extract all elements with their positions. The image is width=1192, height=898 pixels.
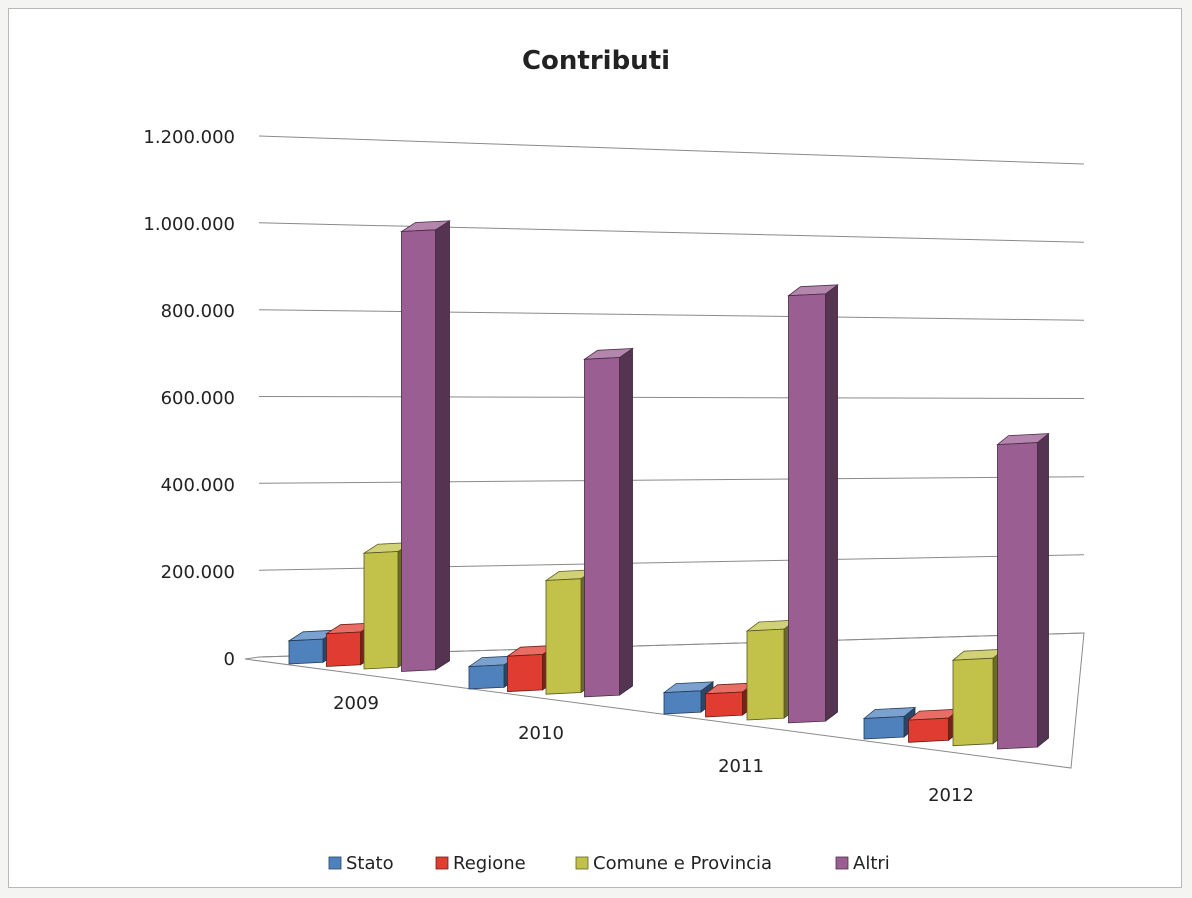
y-tick-label: 1.000.000 xyxy=(143,214,235,235)
y-tick-label: 200.000 xyxy=(161,562,235,583)
gridline xyxy=(258,309,1085,321)
bar-front xyxy=(746,628,785,721)
x-axis-categories: 2009 2010 2011 2012 xyxy=(333,693,974,806)
bar-front xyxy=(788,293,826,724)
gridline xyxy=(258,222,1085,243)
bar-altri-2009 xyxy=(400,220,451,672)
gridline xyxy=(258,396,1085,399)
bar-altri-2011 xyxy=(787,284,839,724)
bar-front xyxy=(326,631,361,667)
chart-title: Contributi xyxy=(522,46,670,76)
bar-front xyxy=(663,690,702,715)
legend-label: Comune e Provincia xyxy=(593,853,772,874)
x-category-label: 2012 xyxy=(928,785,974,806)
gridline xyxy=(258,135,1085,165)
x-category-label: 2010 xyxy=(518,723,564,744)
bar-side xyxy=(619,347,633,696)
bar-front xyxy=(363,551,399,670)
legend-item: Comune e Provincia xyxy=(575,853,772,874)
bar-front xyxy=(288,638,324,665)
x-category-label: 2009 xyxy=(333,693,379,714)
gridline xyxy=(258,476,1085,484)
legend: Stato Regione Comune e Provincia Altri xyxy=(328,853,890,874)
legend-label: Stato xyxy=(346,853,394,874)
bar-side xyxy=(435,220,450,671)
legend-swatch xyxy=(835,856,849,870)
y-tick-label: 0 xyxy=(224,649,235,670)
bar-front xyxy=(952,657,994,747)
bar-front xyxy=(545,578,582,695)
legend-swatch xyxy=(328,856,342,870)
bar-front xyxy=(584,357,620,698)
bar-front xyxy=(705,691,743,718)
legend-swatch xyxy=(435,856,449,870)
x-category-label: 2011 xyxy=(718,756,764,777)
bar-front xyxy=(507,653,543,693)
y-tick-label: 400.000 xyxy=(161,475,235,496)
bar-front xyxy=(401,229,436,672)
legend-label: Regione xyxy=(453,853,526,874)
bar-side xyxy=(1037,432,1049,748)
bar-regione-2012 xyxy=(907,708,961,743)
legend-item: Regione xyxy=(435,853,526,874)
bar-front xyxy=(997,442,1038,750)
bar-altri-2010 xyxy=(583,347,634,698)
chart-frame: Contributi 0 200.000 400.000 600.000 800.000… xyxy=(8,8,1182,888)
legend-swatch xyxy=(575,856,589,870)
bar-stato-2012 xyxy=(862,706,917,740)
bars xyxy=(287,220,1050,750)
y-tick-label: 1.200.000 xyxy=(143,127,235,148)
legend-item: Altri xyxy=(835,853,890,874)
y-tick-label: 800.000 xyxy=(161,301,235,322)
chart-area: Contributi 0 200.000 400.000 600.000 800.000… xyxy=(143,46,1085,874)
bar-front xyxy=(468,664,505,690)
bar-altri-2012 xyxy=(996,432,1050,750)
bar-comune-e-provincia-2012 xyxy=(951,648,1006,747)
legend-label: Altri xyxy=(853,853,890,874)
bar-side xyxy=(825,284,838,722)
bar-front xyxy=(908,717,949,743)
y-tick-label: 600.000 xyxy=(161,388,235,409)
y-axis-ticks: 0 200.000 400.000 600.000 800.000 1.000.000 1.… xyxy=(143,127,235,670)
bar-front xyxy=(863,716,905,740)
legend-item: Stato xyxy=(328,853,394,874)
